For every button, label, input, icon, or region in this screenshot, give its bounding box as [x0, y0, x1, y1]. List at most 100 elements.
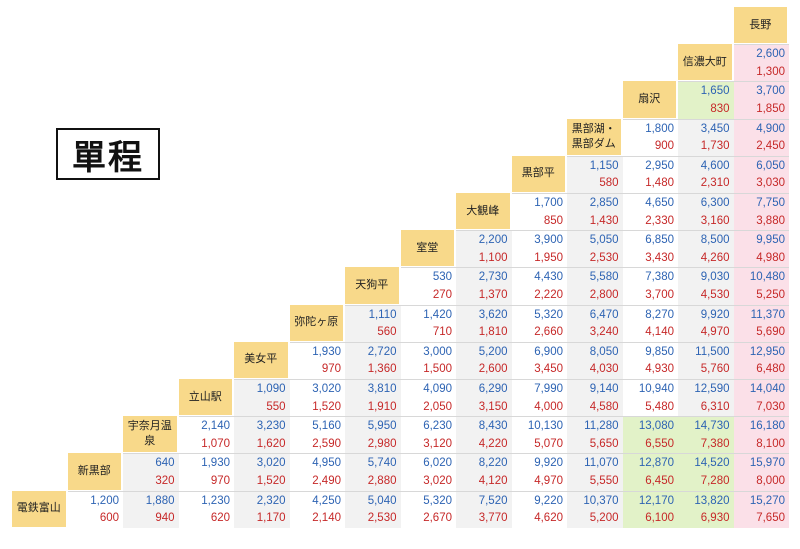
fare-cell-lower: 7,030 [733, 397, 789, 417]
fare-cell-lower: 2,530 [345, 509, 401, 528]
fare-cell-lower: 5,070 [534, 437, 563, 450]
fare-cell-upper: 1,420 [400, 304, 456, 324]
fare-cell-lower: 550 [234, 397, 290, 417]
fare-cell-upper: 6,470 [567, 304, 623, 324]
fare-cell-upper: 8,270 [622, 304, 678, 324]
fare-cell-upper: 2,600 [733, 44, 789, 63]
fare-cell-lower: 7,380 [678, 434, 734, 454]
fare-cell-lower: 6,480 [733, 360, 789, 379]
station-label: 扇沢 [622, 81, 676, 118]
fare-cell-lower: 900 [654, 140, 674, 153]
fare-cell-upper: 11,280 [567, 416, 623, 435]
fare-cell-lower: 2,050 [423, 400, 452, 413]
fare-cell-upper: 3,700 [733, 81, 789, 100]
fare-cell-upper: 8,430 [456, 416, 512, 435]
fare-cell-lower: 2,880 [345, 472, 401, 491]
fare-cell-lower: 3,450 [534, 363, 563, 376]
fare-cell-lower: 6,450 [622, 472, 678, 491]
fare-cell-lower: 1,170 [234, 509, 290, 528]
station-label: 信濃大町 [678, 44, 732, 81]
fare-cell-upper: 9,220 [511, 490, 567, 510]
fare-cell-upper: 1,880 [123, 490, 179, 510]
fare-cell-lower: 5,760 [678, 360, 734, 379]
fare-cell-lower: 3,430 [645, 251, 674, 264]
station-label: 室堂 [400, 230, 454, 267]
fare-cell-lower: 2,450 [733, 137, 789, 156]
fare-cell-upper: 6,300 [678, 193, 734, 212]
fare-cell-lower: 5,200 [567, 509, 623, 528]
fare-cell-upper: 3,620 [456, 304, 512, 324]
fare-cell-lower: 4,580 [567, 397, 623, 417]
fare-cell-upper: 9,140 [567, 379, 623, 398]
fare-cell-lower: 970 [321, 363, 341, 376]
fare-cell-upper: 10,130 [511, 416, 567, 435]
fare-cell-upper: 4,430 [511, 267, 567, 286]
fare-cell-lower: 2,220 [534, 289, 563, 301]
fare-cell-upper: 2,140 [178, 416, 234, 435]
fare-cell-upper: 1,110 [345, 304, 401, 324]
fare-cell-lower: 7,280 [678, 472, 734, 491]
fare-cell-lower: 1,430 [567, 211, 623, 231]
fare-cell-upper: 7,380 [622, 267, 678, 286]
fare-cell-lower: 1,520 [312, 400, 341, 413]
station-label: 弥陀ヶ原 [289, 304, 343, 341]
station-label: 宇奈月温泉 [123, 416, 177, 453]
fare-cell-lower: 4,930 [645, 363, 674, 376]
fare-cell-lower: 600 [99, 512, 119, 525]
fare-cell-upper: 11,500 [678, 341, 734, 361]
fare-cell-lower: 1,370 [456, 286, 512, 305]
station-label: 電鉄富山 [12, 490, 66, 527]
station-label: 新黒部 [67, 453, 121, 490]
fare-cell-upper: 11,070 [567, 453, 623, 472]
fare-cell-upper: 1,800 [622, 118, 678, 138]
fare-cell-lower: 3,120 [423, 437, 452, 450]
station-label: 大観峰 [456, 193, 510, 230]
fare-cell-lower: 560 [345, 323, 401, 342]
fare-cell-upper: 1,200 [67, 490, 123, 510]
fare-cell-upper: 4,650 [622, 193, 678, 212]
fare-cell-upper: 15,970 [733, 453, 789, 472]
fare-cell-lower: 4,980 [733, 248, 789, 268]
fare-cell-upper: 1,650 [678, 81, 734, 100]
fare-cell-upper: 2,320 [234, 490, 290, 510]
fare-cell-upper: 5,740 [345, 453, 401, 472]
fare-cell-upper: 6,230 [400, 416, 456, 435]
fare-cell-lower: 3,160 [678, 211, 734, 231]
fare-cell-upper: 12,950 [733, 341, 789, 361]
fare-cell-lower: 3,880 [733, 211, 789, 231]
fare-cell-lower: 4,970 [534, 475, 563, 487]
page-title: 單程 [56, 128, 160, 180]
fare-cell-upper: 13,080 [622, 416, 678, 435]
fare-cell-lower: 6,930 [678, 509, 734, 528]
fare-cell-upper: 1,230 [178, 490, 234, 510]
fare-cell-lower: 4,970 [678, 323, 734, 342]
fare-cell-upper: 3,900 [511, 230, 567, 249]
fare-cell-lower: 940 [123, 509, 179, 528]
fare-cell-lower: 970 [210, 475, 230, 487]
fare-cell-upper: 3,810 [345, 379, 401, 398]
fare-cell-lower: 1,480 [645, 177, 674, 190]
fare-cell-lower: 1,620 [234, 434, 290, 454]
fare-cell-upper: 8,500 [678, 230, 734, 249]
fare-cell-lower: 2,530 [567, 248, 623, 268]
fare-cell-upper: 10,370 [567, 490, 623, 510]
fare-cell-lower: 270 [432, 289, 452, 301]
fare-cell-upper: 11,370 [733, 304, 789, 324]
fare-cell-lower: 580 [567, 174, 623, 193]
fare-cell-lower: 850 [543, 214, 563, 227]
fare-cell-lower: 710 [432, 326, 452, 339]
fare-cell-lower: 1,810 [456, 323, 512, 342]
fare-cell-lower: 8,100 [733, 434, 789, 454]
fare-cell-lower: 830 [678, 100, 734, 119]
fare-cell-upper: 8,050 [567, 341, 623, 361]
fare-cell-lower: 2,140 [312, 512, 341, 525]
station-label: 長野 [733, 7, 787, 44]
fare-cell-upper: 13,820 [678, 490, 734, 510]
fare-cell-upper: 6,900 [511, 341, 567, 361]
fare-cell-upper: 14,730 [678, 416, 734, 435]
fare-cell-lower: 5,690 [733, 323, 789, 342]
fare-cell-lower: 1,070 [201, 437, 230, 450]
fare-cell-upper: 5,160 [289, 416, 345, 435]
fare-cell-upper: 2,720 [345, 341, 401, 361]
fare-cell-lower: 1,950 [534, 251, 563, 264]
